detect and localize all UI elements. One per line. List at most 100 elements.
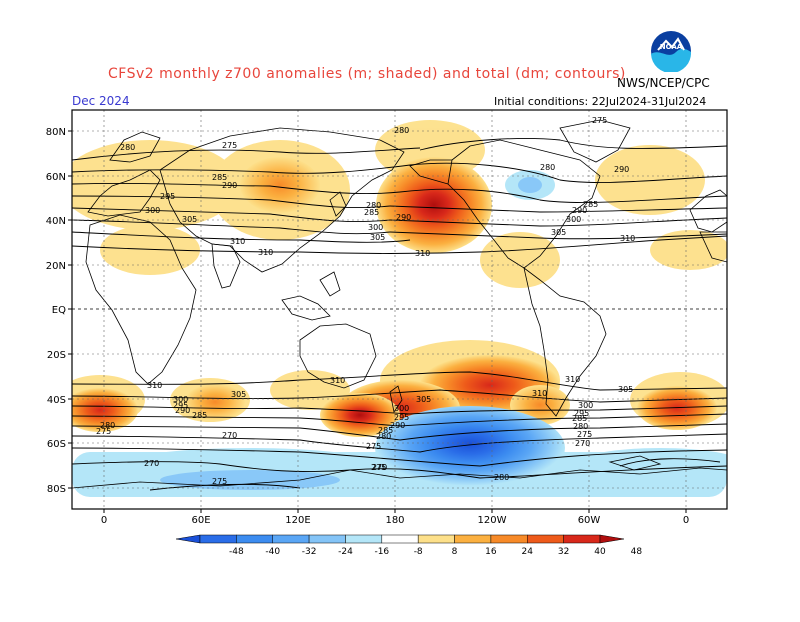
- contour-label: 285: [192, 411, 207, 420]
- contour-label: 310: [415, 249, 430, 258]
- contour-label: 270: [372, 463, 387, 472]
- lat-label: 40S: [47, 395, 66, 406]
- colorbar-cell: [236, 534, 273, 544]
- lon-label: 120W: [478, 515, 507, 526]
- contour-label: 295: [160, 192, 175, 201]
- initial-conditions: Initial conditions: 22Jul2024-31Jul2024: [494, 95, 707, 108]
- contour-label: 305: [551, 228, 566, 237]
- svg-text:NOAA: NOAA: [660, 43, 683, 51]
- lon-label: 0: [101, 515, 107, 526]
- contour-label: 275: [222, 141, 237, 150]
- colorbar-arrow-high: [599, 534, 625, 544]
- contour-label: 280: [540, 163, 555, 172]
- contour-labels: 280 2752852902953003053103102802802852903…: [96, 116, 635, 486]
- valid-month: Dec 2024: [72, 94, 130, 108]
- contour-label: 280: [376, 432, 391, 441]
- contour-label: 275: [96, 427, 111, 436]
- anomaly-shading: [72, 120, 727, 497]
- contour-label: 290: [390, 421, 405, 430]
- colorbar-cell: [417, 534, 455, 544]
- contour-label: 280: [366, 201, 381, 210]
- colorbar-cell: [527, 534, 564, 544]
- contour-label: 285: [378, 426, 393, 435]
- colorbar-tick-label: 48: [631, 547, 643, 557]
- contour-label: 300: [394, 404, 409, 413]
- lon-label: 180: [385, 515, 404, 526]
- height-contours: [72, 138, 727, 491]
- contour-label: 275: [212, 477, 227, 486]
- contour-label: 310: [230, 237, 245, 246]
- contour-label: 280: [394, 126, 409, 135]
- contour-label: 290: [614, 165, 629, 174]
- colorbar-tick-label: -32: [302, 547, 317, 557]
- contour-label: 310: [532, 389, 547, 398]
- noaa-logo: NOAA: [650, 30, 692, 74]
- colorbar-cell: [381, 534, 419, 544]
- contour-label: 295: [574, 409, 589, 418]
- contour-label: 275: [366, 442, 381, 451]
- latitude-labels: 80N 60N 40N 20N EQ 20S 40S 60S 80S: [46, 127, 66, 495]
- contour-label: 270: [575, 439, 590, 448]
- lon-label: 60W: [578, 515, 601, 526]
- contour-label: 275: [592, 116, 607, 125]
- lat-label: 20S: [47, 350, 66, 361]
- contour-label: 300: [578, 401, 593, 410]
- contour-label: 275: [371, 463, 386, 472]
- chart-title: CFSv2 monthly z700 anomalies (m; shaded)…: [108, 66, 626, 82]
- contour-label: 300: [173, 395, 188, 404]
- lon-label: 120E: [285, 515, 310, 526]
- colorbar-tick-label: 24: [522, 547, 534, 557]
- contour-label: 305: [231, 390, 246, 399]
- contour-label: 310: [330, 376, 345, 385]
- colorbar-tick-label: -48: [229, 547, 244, 557]
- contour-label: 310: [258, 248, 273, 257]
- colorbar-tick-label: -24: [338, 547, 353, 557]
- contour-label: 305: [416, 395, 431, 404]
- lat-label: 60N: [46, 172, 66, 183]
- colorbar-cell: [308, 534, 346, 544]
- lat-label: 80N: [46, 127, 66, 138]
- contour-label: 285: [583, 200, 598, 209]
- contour-label: 295: [394, 413, 409, 422]
- contour-label: 280: [494, 473, 509, 482]
- lat-label: 80S: [47, 484, 66, 495]
- colorbar-cell: [272, 534, 310, 544]
- colorbar-arrow-low: [175, 534, 201, 544]
- lon-label: 60E: [191, 515, 210, 526]
- contour-label: 285: [572, 414, 587, 423]
- lat-label: EQ: [52, 305, 66, 316]
- colorbar-tick-label: 32: [558, 547, 569, 557]
- lat-label: 60S: [47, 439, 66, 450]
- contour-label: 295: [173, 401, 188, 410]
- lat-label: 40N: [46, 216, 66, 227]
- lat-label: 20N: [46, 261, 66, 272]
- contour-label: 285: [364, 208, 379, 217]
- contour-label: 270: [222, 431, 237, 440]
- contour-label: 305: [370, 233, 385, 242]
- contour-label: 280: [100, 421, 115, 430]
- contour-label: 310: [565, 375, 580, 384]
- contour-label: 305: [618, 385, 633, 394]
- colorbar-cell: [345, 534, 383, 544]
- contour-label: 275: [577, 430, 592, 439]
- contour-label: 285: [212, 173, 227, 182]
- colorbar-cell: [563, 534, 601, 544]
- longitude-labels: 0 60E 120E 180 120W 60W 0: [101, 515, 689, 526]
- contour-label: 280: [573, 422, 588, 431]
- contour-label: 310: [620, 234, 635, 243]
- lon-label: 0: [683, 515, 689, 526]
- colorbar-tick-label: 40: [594, 547, 606, 557]
- colorbar-cell: [490, 534, 528, 544]
- contour-label: 300: [368, 223, 383, 232]
- colorbar-tick-label: 8: [452, 547, 458, 557]
- contour-label: 290: [222, 181, 237, 190]
- contour-label: 290: [572, 206, 587, 215]
- contour-label: 280: [120, 143, 135, 152]
- colorbar-cell: [199, 534, 237, 544]
- contour-label: 305: [182, 215, 197, 224]
- agency-label: NWS/NCEP/CPC: [617, 76, 710, 90]
- colorbar-tick-label: -40: [265, 547, 280, 557]
- colorbar-cell: [454, 534, 492, 544]
